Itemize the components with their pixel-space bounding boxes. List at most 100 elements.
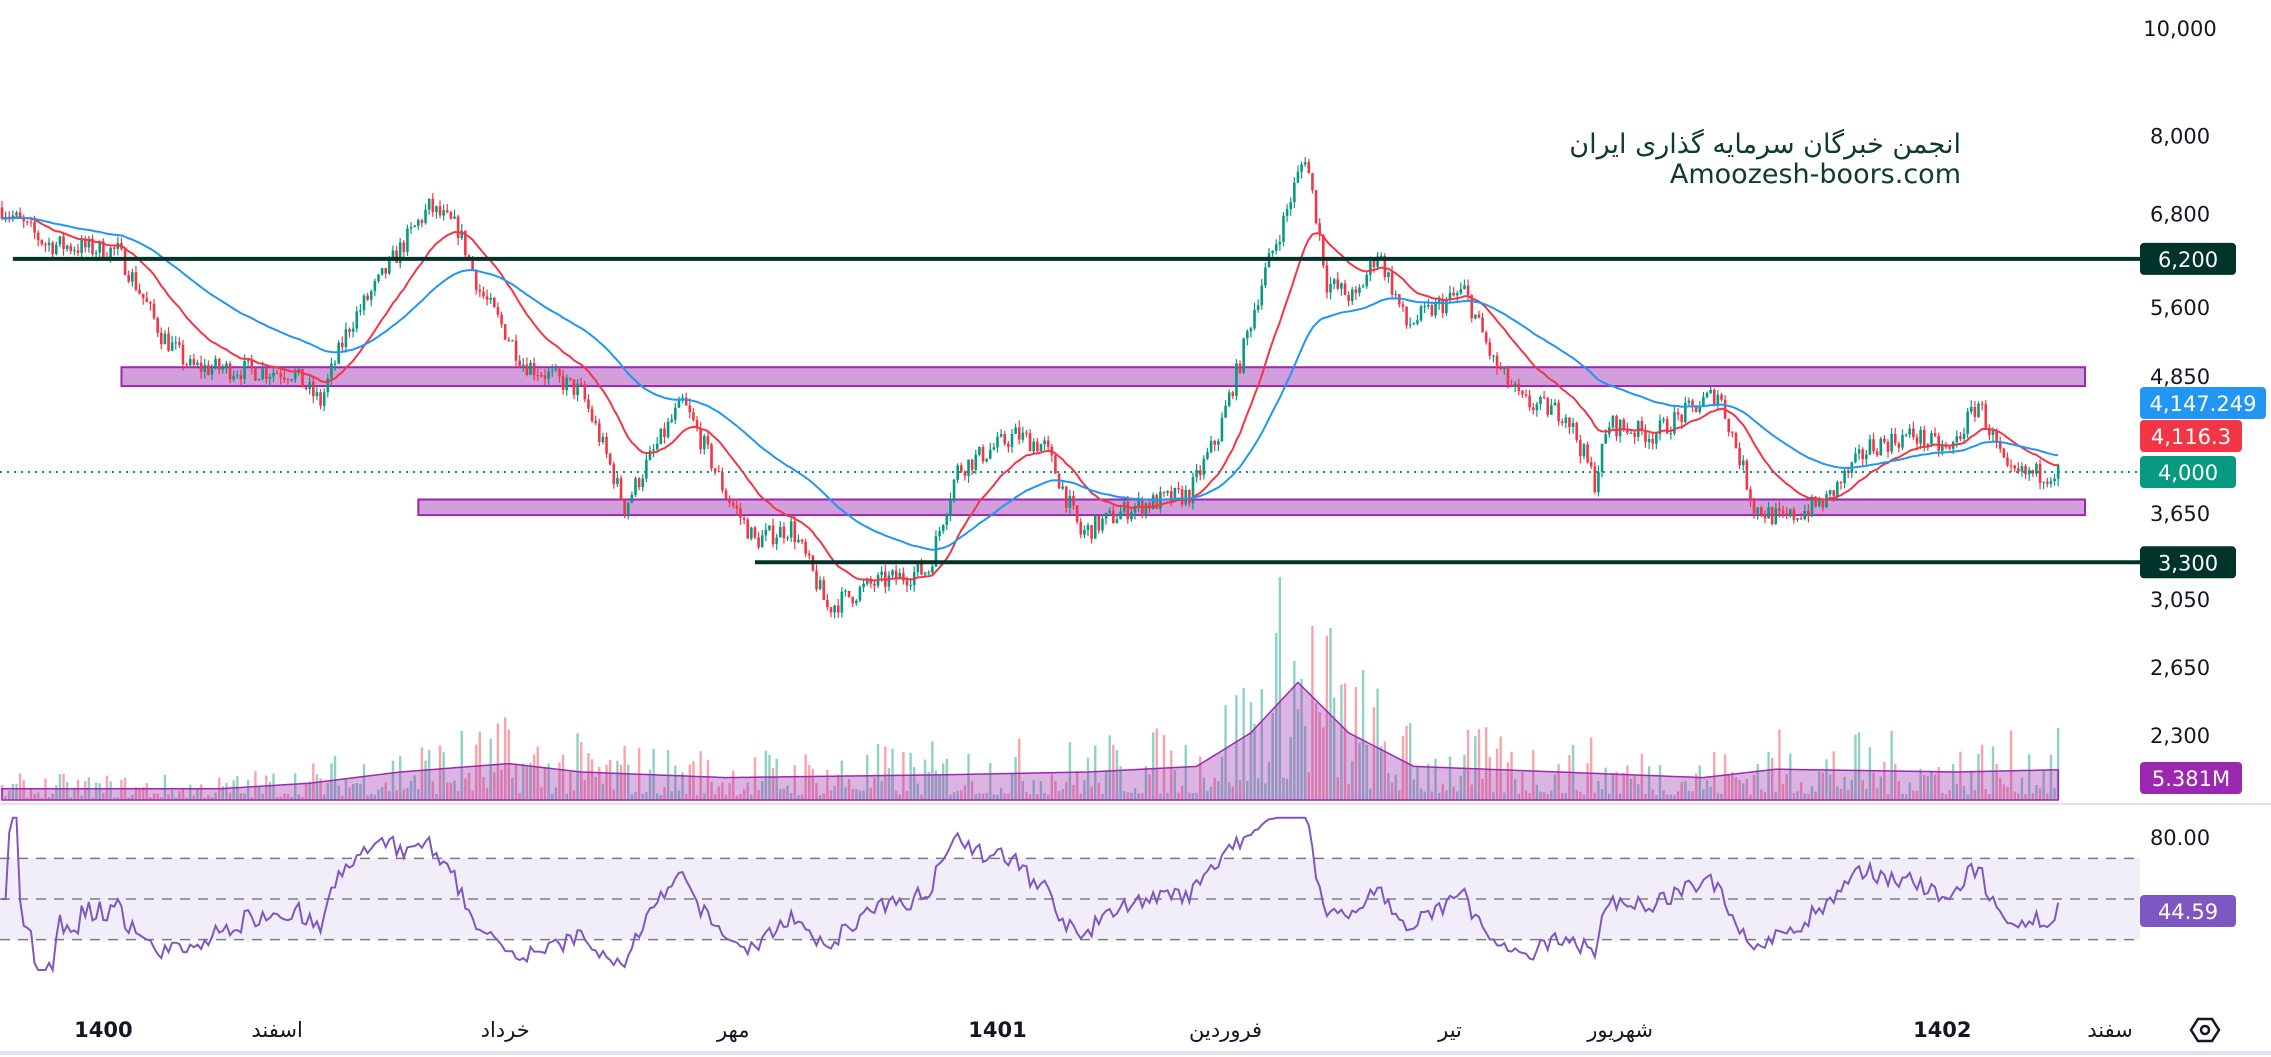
candle-body bbox=[435, 206, 438, 213]
price-zone[interactable] bbox=[417, 498, 2086, 517]
volume-tag-text: 5.381M bbox=[2152, 767, 2230, 791]
candle-body bbox=[1912, 428, 1915, 438]
candle-body bbox=[1097, 515, 1101, 531]
candle-body bbox=[442, 210, 445, 216]
volume-bar bbox=[927, 771, 930, 800]
candle-body bbox=[196, 362, 199, 365]
volume-bar bbox=[22, 780, 25, 800]
volume-bar bbox=[189, 784, 192, 800]
volume-bar bbox=[246, 780, 250, 800]
candle-body bbox=[0, 207, 4, 219]
volume-bar bbox=[348, 787, 351, 800]
volume-bar bbox=[170, 790, 174, 800]
volume-bar bbox=[996, 794, 999, 800]
volume-bar bbox=[869, 787, 872, 800]
candle-body bbox=[1611, 415, 1615, 428]
candle-body bbox=[395, 250, 398, 263]
candle-body bbox=[286, 379, 290, 381]
candle-body bbox=[713, 468, 717, 472]
volume-bar bbox=[1995, 764, 1998, 800]
candle-body bbox=[1213, 440, 1216, 445]
time-axis: 1400 اسفند خرداد مهر 1401 فروردین تیر شهریور 140… bbox=[74, 1018, 2133, 1042]
candle-body bbox=[992, 447, 996, 450]
candle-body bbox=[1962, 433, 1966, 439]
volume-bar bbox=[1043, 793, 1046, 800]
ema-slow-line bbox=[1, 216, 2059, 551]
volume-bar bbox=[493, 772, 496, 800]
candle-body bbox=[1640, 420, 1644, 431]
candle-body bbox=[503, 324, 507, 340]
candle-body bbox=[818, 580, 822, 590]
candle-body bbox=[956, 465, 959, 480]
candle-body bbox=[844, 590, 847, 592]
candle-body bbox=[815, 570, 818, 590]
candle-body bbox=[236, 375, 239, 377]
candle-body bbox=[590, 408, 594, 421]
volume-bar bbox=[1828, 774, 1832, 800]
volume-bar bbox=[634, 792, 637, 800]
volume-bar bbox=[1756, 763, 1759, 800]
price-axis-tick: 2,300 bbox=[2150, 724, 2210, 748]
volume-bar bbox=[326, 782, 329, 800]
volume-bar bbox=[1463, 754, 1466, 800]
candle-body bbox=[1336, 279, 1340, 289]
volume-bar bbox=[956, 790, 959, 800]
volume-bar bbox=[1988, 794, 1991, 800]
candle-body bbox=[87, 238, 91, 248]
volume-bar bbox=[294, 773, 297, 800]
volume-bar bbox=[2056, 727, 2060, 800]
volume-bar bbox=[134, 787, 138, 800]
volume-bar bbox=[1246, 781, 1249, 800]
candle-body bbox=[1282, 215, 1285, 242]
candle-body bbox=[1814, 496, 1817, 507]
candle-body bbox=[1535, 403, 1539, 411]
candle-body bbox=[880, 571, 883, 576]
volume-bar bbox=[1003, 793, 1006, 800]
candle-body bbox=[1064, 486, 1068, 508]
candle-body bbox=[1969, 406, 1973, 412]
price-axis-tick: 8,000 bbox=[2150, 124, 2210, 148]
volume-bar bbox=[1666, 794, 1669, 800]
volume-bar bbox=[656, 793, 659, 800]
candle-body bbox=[460, 230, 464, 239]
volume-bar bbox=[753, 757, 757, 800]
candle-body bbox=[246, 360, 250, 362]
volume-bar bbox=[366, 795, 369, 800]
volume-bar bbox=[2020, 777, 2024, 800]
candle-body bbox=[112, 247, 116, 249]
candle-body bbox=[1604, 434, 1607, 444]
volume-bar bbox=[370, 793, 373, 800]
volume-bar bbox=[2031, 793, 2035, 800]
volume-bar bbox=[923, 759, 927, 800]
candle-body bbox=[369, 291, 373, 300]
candle-body bbox=[308, 381, 311, 389]
volume-bar bbox=[268, 781, 272, 800]
settings-icon[interactable] bbox=[2189, 1017, 2221, 1043]
volume-bar bbox=[1637, 784, 1640, 800]
volume-bar bbox=[1452, 786, 1455, 800]
volume-bar bbox=[1235, 695, 1238, 800]
candle-body bbox=[1579, 440, 1582, 457]
candle-body bbox=[1195, 470, 1198, 478]
volume-bar bbox=[1716, 792, 1720, 800]
candle-body bbox=[203, 365, 207, 372]
candle-body bbox=[742, 517, 746, 520]
volume-bar bbox=[1115, 750, 1119, 800]
candle-body bbox=[1488, 342, 1492, 356]
time-axis-tick: 1400 bbox=[74, 1018, 132, 1042]
volume-bar bbox=[1495, 748, 1499, 800]
candle-body bbox=[945, 514, 949, 526]
volume-bar bbox=[1285, 778, 1289, 800]
volume-bar bbox=[1159, 793, 1162, 800]
candle-body bbox=[2027, 470, 2031, 475]
candle-body bbox=[1412, 323, 1416, 325]
candle-body bbox=[1944, 446, 1948, 448]
volume-bar bbox=[1770, 757, 1774, 800]
volume-bar bbox=[1079, 793, 1082, 800]
price-zone[interactable] bbox=[120, 366, 2087, 388]
volume-bar bbox=[1843, 776, 1846, 800]
volume-bar bbox=[2002, 784, 2006, 800]
volume-bar bbox=[1083, 780, 1086, 800]
volume-bar bbox=[989, 763, 992, 800]
